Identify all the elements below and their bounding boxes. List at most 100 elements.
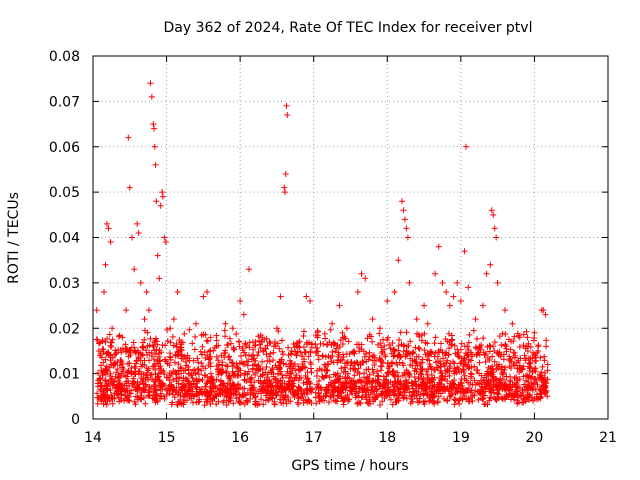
data-point xyxy=(371,394,378,401)
data-point xyxy=(475,349,482,356)
data-point xyxy=(500,369,507,376)
data-point xyxy=(103,392,110,399)
data-point xyxy=(237,399,244,406)
data-point xyxy=(451,342,458,349)
data-point xyxy=(422,397,429,404)
data-point xyxy=(246,344,253,351)
data-point xyxy=(481,352,488,359)
data-point xyxy=(499,370,506,377)
data-point xyxy=(132,348,139,355)
data-point xyxy=(487,376,494,383)
data-point xyxy=(237,298,244,305)
data-point xyxy=(526,373,533,380)
x-axis-label: GPS time / hours xyxy=(291,458,408,474)
data-point xyxy=(537,354,544,361)
data-point xyxy=(501,395,508,402)
data-point xyxy=(153,198,160,205)
data-point xyxy=(146,349,153,356)
data-point xyxy=(511,333,518,340)
data-point xyxy=(112,373,119,380)
data-point xyxy=(484,380,491,387)
data-point xyxy=(258,396,265,403)
x-tick-label: 19 xyxy=(452,430,470,446)
data-point xyxy=(297,385,304,392)
data-point xyxy=(375,372,382,379)
data-point xyxy=(440,395,447,402)
data-point xyxy=(383,376,390,383)
data-point xyxy=(360,348,367,355)
data-point xyxy=(369,353,376,360)
data-point xyxy=(519,399,526,406)
data-point xyxy=(207,370,214,377)
data-point xyxy=(260,401,267,408)
data-point xyxy=(441,376,448,383)
data-point xyxy=(340,396,347,403)
data-point xyxy=(415,375,422,382)
data-point xyxy=(292,390,299,397)
data-point xyxy=(188,370,195,377)
data-point xyxy=(403,329,410,336)
data-point xyxy=(247,375,254,382)
data-point xyxy=(406,372,413,379)
data-point xyxy=(203,337,210,344)
data-point xyxy=(450,368,457,375)
data-point xyxy=(448,337,455,344)
data-point xyxy=(178,400,185,407)
data-point xyxy=(156,377,163,384)
y-tick-label: 0.07 xyxy=(49,94,80,110)
data-point xyxy=(401,369,408,376)
data-point xyxy=(296,374,303,381)
data-point xyxy=(456,400,463,407)
data-point xyxy=(184,378,191,385)
y-tick-label: 0.01 xyxy=(49,367,80,383)
data-point xyxy=(503,343,510,350)
data-point xyxy=(374,373,381,380)
data-point xyxy=(273,391,280,398)
data-point xyxy=(252,338,259,345)
data-point xyxy=(186,326,193,333)
data-point xyxy=(266,358,273,365)
data-point xyxy=(155,370,162,377)
data-point xyxy=(489,373,496,380)
data-point xyxy=(543,337,550,344)
data-point xyxy=(476,343,483,350)
data-point xyxy=(162,239,169,246)
data-point xyxy=(218,381,225,388)
data-point xyxy=(499,330,506,337)
data-point xyxy=(213,332,220,339)
data-point xyxy=(435,348,442,355)
data-point xyxy=(162,342,169,349)
data-point xyxy=(267,367,274,374)
data-point xyxy=(137,279,144,286)
data-point xyxy=(314,332,321,339)
data-point xyxy=(99,346,106,353)
data-point xyxy=(180,355,187,362)
data-point xyxy=(507,357,514,364)
data-point xyxy=(476,359,483,366)
data-point xyxy=(235,368,242,375)
data-point xyxy=(435,393,442,400)
data-point xyxy=(106,364,113,371)
data-point xyxy=(123,380,130,387)
data-point xyxy=(285,344,292,351)
data-point xyxy=(374,378,381,385)
data-point xyxy=(491,225,498,232)
data-point xyxy=(141,316,148,323)
data-point xyxy=(123,307,130,314)
data-point xyxy=(365,366,372,373)
data-point xyxy=(281,184,288,191)
data-point xyxy=(180,375,187,382)
data-point xyxy=(319,373,326,380)
data-point xyxy=(432,367,439,374)
data-point xyxy=(205,361,212,368)
data-point xyxy=(156,395,163,402)
data-point xyxy=(304,341,311,348)
data-point xyxy=(115,333,122,340)
data-point xyxy=(412,344,419,351)
data-point xyxy=(388,350,395,357)
data-point xyxy=(544,376,551,383)
data-point xyxy=(246,352,253,359)
data-point xyxy=(159,193,166,200)
data-point xyxy=(147,372,154,379)
data-point xyxy=(415,383,422,390)
